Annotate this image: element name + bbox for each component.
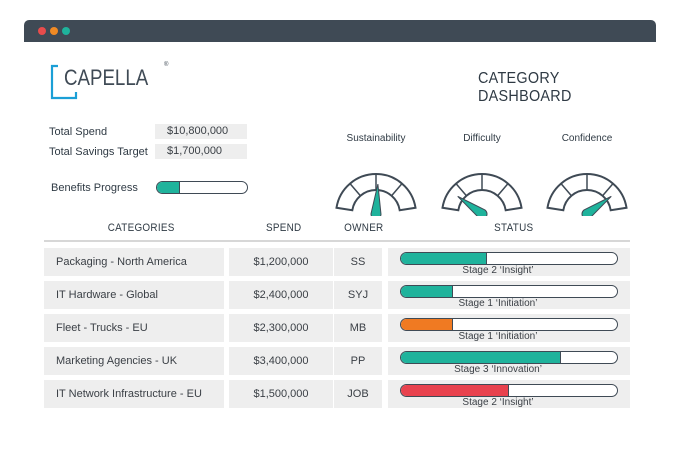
logo-registered-mark: ®	[164, 62, 169, 68]
row-category: Packaging - North America	[44, 248, 224, 276]
gauge-confidence-dial	[546, 173, 628, 216]
row-spend: $1,500,000	[229, 380, 333, 408]
gauge-needle	[370, 183, 382, 216]
benefits-progress-bar	[156, 181, 248, 194]
savings-target-label: Total Savings Target	[49, 146, 148, 158]
gauge-sustainability-label: Sustainability	[346, 133, 406, 144]
dashboard-window: CAPELLA ® CATEGORY DASHBOARD Total Spend…	[24, 20, 656, 440]
status-stage-label: Stage 3 ‘Innovation’	[454, 364, 542, 375]
status-stage-label: Stage 2 ‘Insight’	[462, 397, 534, 408]
status-stage-label: Stage 1 ‘Initiation’	[458, 331, 538, 342]
status-progress-bar	[400, 384, 618, 397]
window-titlebar	[24, 20, 656, 42]
status-stage-label: Stage 1 ‘Initiation’	[458, 298, 538, 309]
row-spend: $1,200,000	[229, 248, 333, 276]
row-status: Stage 1 ‘Initiation’	[388, 281, 630, 309]
header-categories: CATEGORIES	[107, 222, 175, 234]
row-spend: $3,400,000	[229, 347, 333, 375]
gauge-sustainability: Sustainability	[334, 133, 418, 236]
row-category: Fleet - Trucks - EU	[44, 314, 224, 342]
row-category: IT Hardware - Global	[44, 281, 224, 309]
gauge-needle	[581, 195, 612, 216]
total-spend-value: $10,800,000	[155, 124, 247, 139]
status-progress-bar	[400, 318, 618, 331]
status-progress-fill	[401, 253, 488, 264]
capella-logo: CAPELLA ®	[50, 62, 168, 102]
row-category: IT Network Infrastructure - EU	[44, 380, 224, 408]
logo-text: CAPELLA	[64, 65, 149, 90]
status-progress-bar	[400, 252, 618, 265]
logo-bracket-icon	[50, 64, 78, 100]
close-window-icon[interactable]	[38, 27, 46, 35]
status-progress-fill	[401, 286, 453, 297]
row-owner: JOB	[334, 380, 382, 408]
status-progress-fill	[401, 352, 561, 363]
gauge-band	[546, 173, 628, 212]
status-progress-fill	[401, 319, 453, 330]
gauge-confidence-label: Confidence	[561, 133, 613, 144]
gauge-tick	[455, 183, 467, 197]
row-spend: $2,300,000	[229, 314, 333, 342]
gauge-needle	[457, 195, 488, 216]
row-owner: SS	[334, 248, 382, 276]
benefits-progress-fill	[157, 182, 180, 193]
row-category: Marketing Agencies - UK	[44, 347, 224, 375]
gauge-confidence: Confidence	[545, 133, 629, 236]
header-divider	[44, 240, 630, 242]
gauge-difficulty: Difficulty	[440, 133, 524, 236]
page-title: CATEGORY DASHBOARD	[478, 70, 572, 105]
gauge-tick	[391, 183, 403, 197]
gauge-sustainability-dial	[335, 173, 417, 216]
gauge-difficulty-label: Difficulty	[463, 133, 501, 144]
row-status: Stage 1 ‘Initiation’	[388, 314, 630, 342]
gauge-difficulty-dial	[441, 173, 523, 216]
minimize-window-icon[interactable]	[50, 27, 58, 35]
gauge-tick	[349, 183, 361, 197]
status-stage-label: Stage 2 ‘Insight’	[462, 265, 534, 276]
gauge-band	[335, 173, 417, 212]
row-owner: MB	[334, 314, 382, 342]
row-owner: SYJ	[334, 281, 382, 309]
row-owner: PP	[334, 347, 382, 375]
gauge-band	[441, 173, 523, 212]
row-status: Stage 3 ‘Innovation’	[388, 347, 630, 375]
header-status: STATUS	[494, 222, 534, 234]
benefits-progress-label: Benefits Progress	[51, 182, 138, 194]
row-spend: $2,400,000	[229, 281, 333, 309]
status-progress-bar	[400, 351, 618, 364]
status-progress-fill	[401, 385, 509, 396]
gauge-tick	[497, 183, 509, 197]
row-status: Stage 2 ‘Insight’	[388, 248, 630, 276]
header-owner: OWNER	[344, 222, 384, 234]
gauge-tick	[560, 183, 572, 197]
row-status: Stage 2 ‘Insight’	[388, 380, 630, 408]
maximize-window-icon[interactable]	[62, 27, 70, 35]
status-progress-bar	[400, 285, 618, 298]
total-spend-label: Total Spend	[49, 126, 108, 138]
gauge-tick	[602, 183, 614, 197]
header-spend: SPEND	[265, 222, 302, 234]
savings-target-value: $1,700,000	[155, 144, 247, 159]
